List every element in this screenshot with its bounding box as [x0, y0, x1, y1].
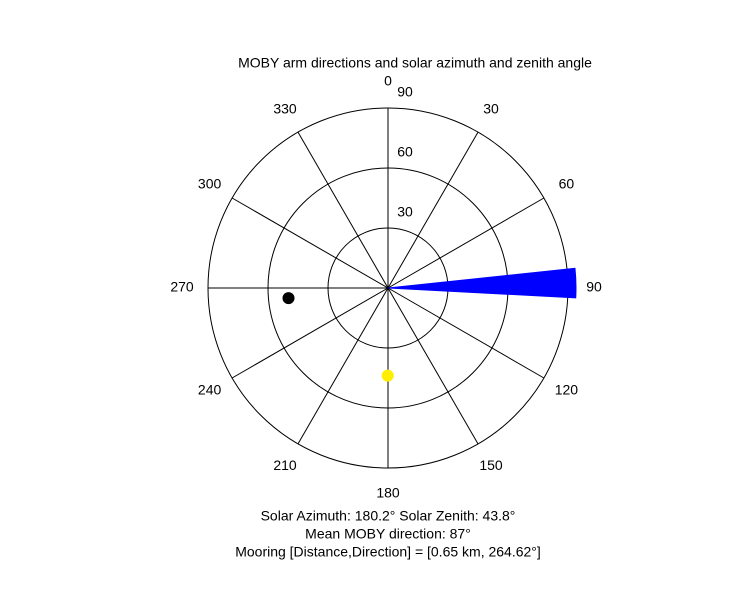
theta-tick-label: 330: [273, 100, 297, 116]
theta-tick-label: 270: [170, 279, 194, 295]
footer-text: Mooring [Distance,Direction] = [0.65 km,…: [235, 544, 541, 560]
point: [381, 369, 394, 382]
footer-text: Mean MOBY direction: 87°: [305, 526, 471, 542]
spoke: [387, 131, 479, 289]
chart-title: MOBY arm directions and solar azimuth an…: [238, 55, 592, 71]
theta-tick-label: 30: [483, 100, 499, 116]
theta-tick-label: 120: [555, 382, 579, 398]
theta-tick-label: 150: [479, 457, 503, 473]
theta-tick-label: 0: [384, 73, 392, 89]
theta-tick-label: 90: [586, 279, 602, 295]
r-tick-label: 60: [397, 144, 413, 160]
r-tick-label: 30: [397, 204, 413, 220]
theta-tick-label: 180: [376, 485, 400, 501]
theta-tick-label: 60: [559, 176, 575, 192]
theta-tick-label: 240: [198, 382, 222, 398]
spoke: [231, 197, 389, 289]
spoke: [387, 287, 479, 445]
footer-text: Solar Azimuth: 180.2° Solar Zenith: 43.8…: [261, 508, 516, 524]
spoke: [387, 287, 545, 379]
arm-wedge: [387, 267, 577, 299]
spoke: [297, 131, 389, 289]
spoke: [231, 287, 389, 379]
r-tick-label: 90: [397, 84, 413, 100]
point: [282, 292, 295, 305]
spoke: [387, 197, 545, 289]
theta-tick-label: 210: [273, 457, 297, 473]
theta-tick-label: 300: [198, 176, 222, 192]
spoke: [297, 287, 389, 445]
